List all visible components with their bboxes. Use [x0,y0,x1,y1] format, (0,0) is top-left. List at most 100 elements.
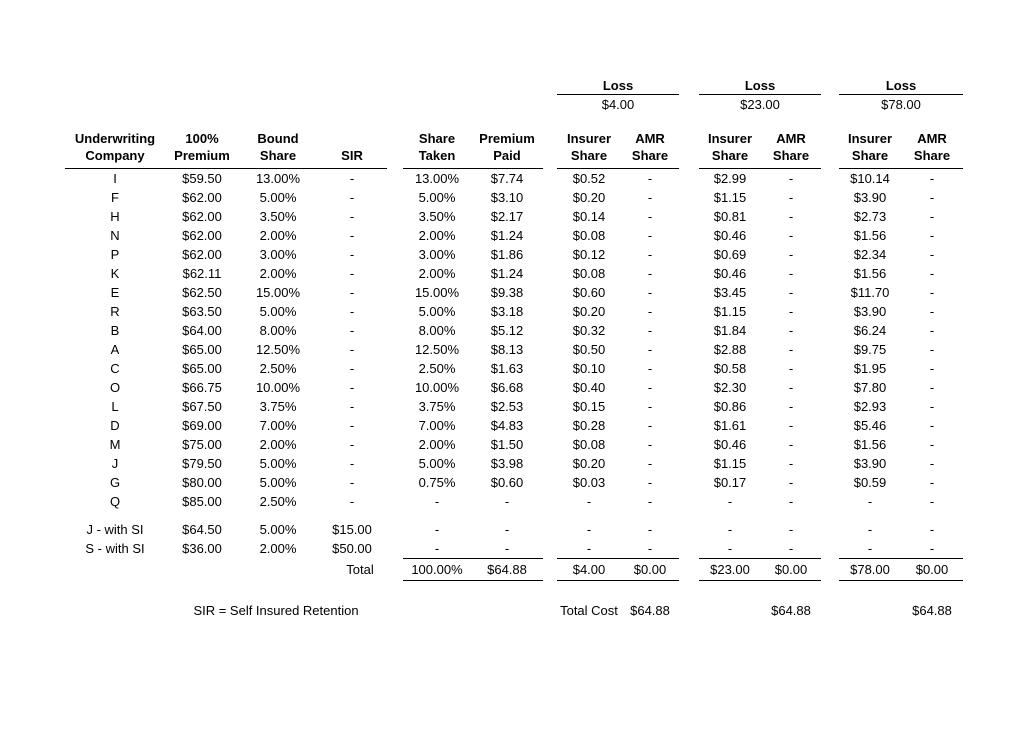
value-cell: $75.00 [182,437,222,452]
empty-cell [699,600,761,620]
value-cell: 13.00% [414,171,460,186]
value-cell: $0.17 [713,475,747,490]
table-row: I $59.50 13.00% - 13.00% $7.74 $0.52 - $2.99 - $10… [65,169,963,189]
value-cell: $0.14 [572,209,606,224]
value-cell: $0.52 [572,171,606,186]
value-cell: $62.00 [182,209,222,224]
value-cell: $65.00 [182,361,222,376]
value-cell: - [929,285,935,300]
loss-group-2-amount: $23.00 [740,97,780,112]
value-cell: $3.45 [713,285,747,300]
value-cell: - [929,323,935,338]
column-gap [543,283,557,302]
value-cell: - [788,304,794,319]
column-gap [543,226,557,245]
total-loss23-insurer: $23.00 [699,558,761,581]
column-gap [387,378,403,397]
table-row: F $62.00 5.00% - 5.00% $3.10 $0.20 - $1.15 - $3.90… [65,188,963,207]
value-cell: - [647,190,653,205]
column-header-row: Underwriting Company 100% Premium Bound … [65,127,963,169]
column-gap [543,520,557,539]
value-cell: $62.50 [182,285,222,300]
value-cell: - [349,437,355,452]
value-cell: $1.15 [713,190,747,205]
value-cell: - [788,475,794,490]
value-cell: 10.00% [255,380,301,395]
column-gap [821,340,839,359]
value-cell: - [788,522,794,537]
total-cost-value-3: $64.88 [912,602,952,618]
column-gap [387,454,403,473]
value-cell: $50.00 [332,541,372,557]
column-gap [821,359,839,378]
value-cell: $3.18 [490,304,524,319]
column-gap [821,169,839,189]
value-cell: $9.75 [853,342,887,357]
column-gap [543,600,557,620]
value-cell: - [647,285,653,300]
value-cell: - [647,541,653,556]
column-gap [679,359,699,378]
column-gap [821,95,839,115]
column-gap [821,127,839,169]
value-cell: $0.40 [572,380,606,395]
column-gap [821,559,839,581]
value-cell: - [727,494,733,509]
loss-group-3-amount: $78.00 [881,97,921,112]
table-row: S - with SI $36.00 2.00% $50.00 - - - - - - - - [65,539,963,559]
column-gap [387,283,403,302]
value-cell: 8.00% [259,323,297,338]
value-cell: $0.08 [572,437,606,452]
column-gap [387,359,403,378]
column-gap [387,473,403,492]
loss-header-section: Loss Loss Loss $4.00 $23.00 $78.00 Under… [65,72,963,169]
value-cell: $0.69 [713,247,747,262]
value-cell: $2.88 [713,342,747,357]
value-cell: - [647,399,653,414]
column-gap [679,95,699,115]
value-cell: - [349,323,355,338]
value-cell: $69.00 [182,418,222,433]
value-cell: - [349,380,355,395]
value-cell: $2.99 [713,171,747,186]
column-gap [387,245,403,264]
value-cell: $80.00 [182,475,222,490]
value-cell: - [929,228,935,243]
value-cell: $62.00 [182,228,222,243]
column-gap [821,207,839,226]
value-cell: 2.50% [259,494,297,509]
value-cell: - [727,541,733,556]
value-cell: 5.00% [259,304,297,319]
column-gap [387,539,403,559]
company-cell: K [110,266,120,281]
value-cell: 10.00% [414,380,460,395]
value-cell: 2.50% [418,361,456,376]
value-cell: $2.30 [713,380,747,395]
value-cell: $1.15 [713,456,747,471]
value-cell: $62.11 [182,266,222,281]
value-cell: $65.00 [182,342,222,357]
company-cell: D [110,418,120,433]
premium-allocation-table: Loss Loss Loss $4.00 $23.00 $78.00 Under… [65,72,963,620]
value-cell: - [504,522,510,537]
column-gap [543,435,557,454]
column-gap [679,539,699,559]
value-cell: - [647,494,653,509]
empty-cell [65,600,165,620]
column-gap [387,397,403,416]
spacer-row [65,581,963,601]
value-cell: 2.00% [259,228,297,243]
value-cell: $1.50 [490,437,524,452]
company-cell: Q [109,494,121,509]
value-cell: $2.53 [490,399,524,414]
value-cell: - [788,228,794,243]
column-gap [679,245,699,264]
value-cell: - [434,541,440,556]
value-cell: $10.14 [850,171,890,186]
spacer [65,581,963,601]
value-cell: $36.00 [182,541,222,557]
company-cell: L [111,399,119,414]
value-cell: - [867,541,873,556]
column-gap [679,169,699,189]
value-cell: $64.00 [182,323,222,338]
